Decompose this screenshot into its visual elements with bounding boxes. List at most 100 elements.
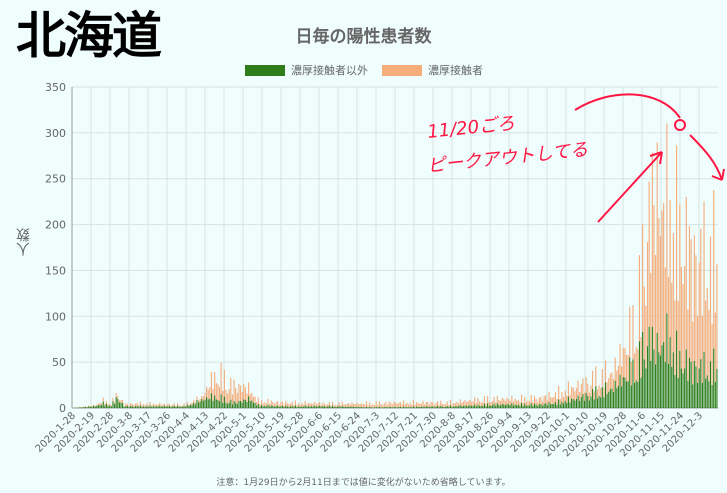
bar-contact — [222, 390, 224, 403]
bar-non-contact — [256, 405, 258, 408]
bar-contact — [328, 401, 330, 406]
bar-contact — [530, 394, 532, 404]
bar-contact — [411, 404, 413, 408]
bar-contact — [130, 403, 132, 406]
bar-contact — [462, 401, 464, 406]
bar-non-contact — [351, 406, 353, 408]
bar-non-contact — [390, 407, 392, 408]
bar-non-contact — [285, 405, 287, 408]
bar-non-contact — [420, 406, 422, 408]
bar-contact — [545, 395, 547, 404]
bar-contact — [396, 403, 398, 408]
legend-item-contact[interactable]: 濃厚接触者 — [382, 62, 483, 78]
bars — [73, 123, 718, 408]
bar-non-contact — [700, 359, 702, 408]
bar-contact — [199, 399, 201, 402]
bar-non-contact — [548, 402, 550, 408]
bar-contact — [632, 305, 634, 360]
bar-non-contact — [170, 406, 172, 408]
bar-contact — [485, 403, 487, 407]
bar-contact — [432, 402, 434, 407]
bar-contact — [401, 404, 403, 408]
bar-contact — [212, 388, 214, 401]
bar-contact — [622, 347, 624, 378]
bar-contact — [420, 403, 422, 407]
bar-non-contact — [173, 405, 175, 408]
bar-non-contact — [141, 406, 143, 408]
bar-non-contact — [112, 401, 114, 408]
bar-contact — [189, 403, 192, 406]
bar-contact — [407, 404, 410, 408]
bar-non-contact — [592, 388, 594, 408]
legend-item-non-contact[interactable]: 濃厚接触者以外 — [245, 62, 368, 78]
bar-contact — [562, 397, 565, 404]
bar-non-contact — [541, 405, 544, 408]
bar-non-contact — [344, 406, 347, 408]
bar-contact — [332, 401, 334, 406]
y-tick-label: 250 — [45, 173, 66, 186]
bar-contact — [425, 401, 427, 407]
bar-contact — [96, 404, 98, 406]
bar-contact — [472, 401, 474, 406]
bar-contact — [543, 395, 545, 404]
bar-contact — [97, 403, 99, 406]
bar-contact — [139, 401, 141, 406]
bar-contact — [567, 381, 569, 397]
bar-contact — [451, 404, 453, 407]
bar-contact — [467, 400, 469, 406]
bar-contact — [616, 370, 618, 389]
bar-contact — [290, 403, 292, 407]
bar-contact — [343, 404, 345, 407]
bar-contact — [501, 397, 503, 404]
bar-contact — [288, 404, 290, 407]
bar-contact — [474, 397, 476, 405]
bar-non-contact — [83, 407, 85, 408]
bar-non-contact — [525, 405, 527, 408]
bar-contact — [204, 393, 206, 400]
bar-non-contact — [341, 405, 343, 408]
bar-non-contact — [706, 375, 708, 408]
bar-contact — [684, 266, 686, 369]
bar-contact — [151, 405, 153, 407]
bar-contact — [128, 405, 130, 407]
bar-contact — [572, 387, 574, 400]
bar-non-contact — [655, 364, 657, 408]
bar-contact — [141, 404, 143, 407]
bar-contact — [369, 402, 371, 407]
bar-contact — [291, 401, 293, 406]
bar-non-contact — [520, 402, 523, 408]
bar-non-contact — [269, 406, 271, 408]
bar-contact — [104, 403, 106, 406]
bar-contact — [167, 404, 169, 407]
bar-non-contact — [424, 407, 426, 408]
chart-title: 日毎の陽性患者数 — [295, 27, 432, 47]
bar-non-contact — [365, 406, 368, 408]
bar-contact — [194, 402, 196, 405]
bar-non-contact — [165, 406, 167, 408]
bar-non-contact — [677, 377, 679, 408]
bar-non-contact — [101, 405, 103, 408]
bar-non-contact — [638, 341, 640, 408]
bar-contact — [621, 366, 623, 387]
bar-contact — [225, 389, 227, 403]
bar-contact — [351, 402, 353, 407]
bar-non-contact — [118, 402, 120, 408]
bar-non-contact — [445, 406, 447, 408]
bar-non-contact — [491, 405, 494, 408]
bar-contact — [558, 385, 560, 400]
bar-non-contact — [248, 396, 250, 408]
bar-contact — [180, 405, 182, 407]
bar-non-contact — [304, 405, 306, 408]
bar-non-contact — [428, 407, 431, 408]
bar-contact — [430, 401, 432, 407]
bar-contact — [522, 402, 524, 406]
bar-contact — [272, 402, 274, 406]
bar-non-contact — [609, 389, 611, 408]
bar-non-contact — [152, 406, 154, 408]
bar-non-contact — [506, 403, 508, 408]
bar-non-contact — [690, 361, 692, 408]
bar-contact — [165, 405, 167, 407]
bar-non-contact — [102, 401, 104, 408]
bar-non-contact — [624, 377, 626, 408]
bar-non-contact — [680, 368, 682, 408]
